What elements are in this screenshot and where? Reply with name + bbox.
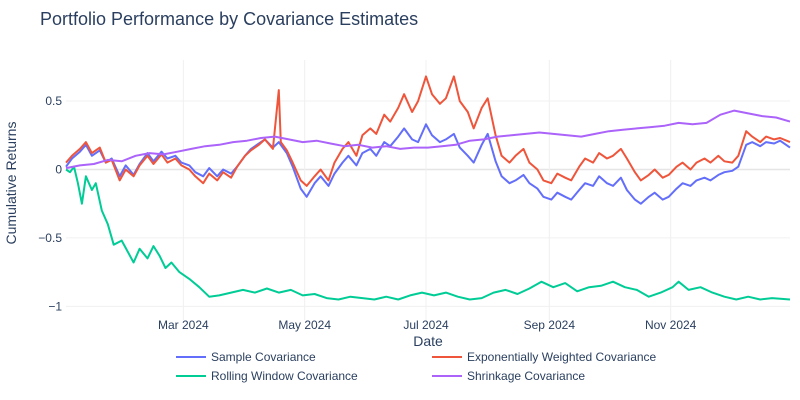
y-tick-label: 0.5	[45, 94, 62, 108]
legend-label: Sample Covariance	[211, 350, 316, 364]
x-tick-label: May 2024	[278, 318, 331, 332]
x-tick-label: Sep 2024	[524, 318, 576, 332]
y-axis-ticks: 0.5 0 −0.5 −1	[38, 94, 62, 313]
x-tick-label: Jul 2024	[403, 318, 449, 332]
plot-area	[65, 75, 791, 301]
grid-lines	[66, 60, 790, 320]
series-line-3	[65, 165, 791, 301]
y-tick-label: −0.5	[38, 231, 62, 245]
series-line-2	[65, 75, 791, 187]
chart-title: Portfolio Performance by Covariance Esti…	[40, 9, 418, 29]
legend-label: Shrinkage Covariance	[467, 369, 585, 383]
series-line-4	[65, 109, 791, 170]
x-axis-ticks: Mar 2024 May 2024 Jul 2024 Sep 2024 Nov 2024	[158, 318, 697, 332]
x-tick-label: Nov 2024	[645, 318, 697, 332]
legend: Sample Covariance Exponentially Weighted …	[176, 350, 657, 383]
y-axis-title: Cumulative Returns	[3, 122, 19, 245]
y-tick-label: −1	[48, 299, 62, 313]
x-tick-label: Mar 2024	[158, 318, 209, 332]
legend-label: Exponentially Weighted Covariance	[467, 350, 657, 364]
series-line-1	[65, 123, 791, 205]
y-tick-label: 0	[55, 162, 62, 176]
legend-label: Rolling Window Covariance	[211, 369, 358, 383]
x-axis-title: Date	[413, 333, 443, 349]
